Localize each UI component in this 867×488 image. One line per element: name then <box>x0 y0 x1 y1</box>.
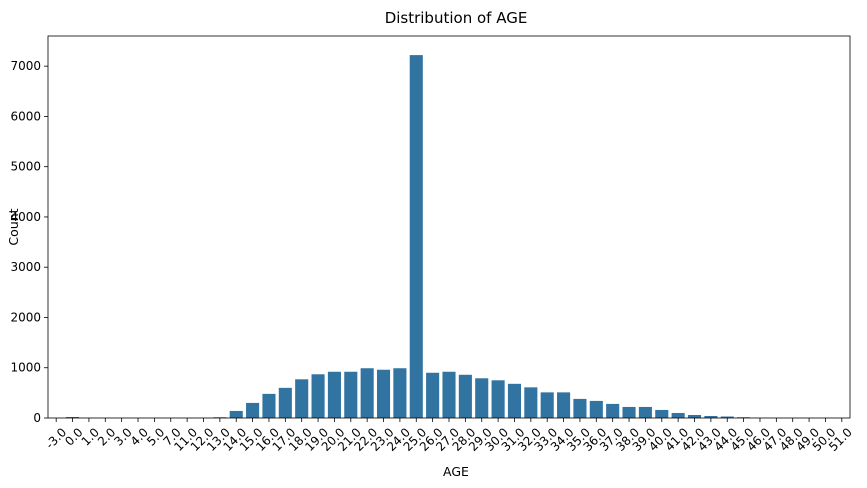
bar <box>229 410 243 418</box>
y-tick-label: 6000 <box>10 109 41 123</box>
bar <box>622 406 636 418</box>
bar <box>638 406 652 418</box>
bar <box>246 402 260 418</box>
bar <box>262 393 276 418</box>
y-tick-label: 7000 <box>10 59 41 73</box>
bar <box>376 369 391 418</box>
bar <box>524 387 538 418</box>
bar <box>655 409 669 418</box>
bar <box>606 403 620 418</box>
bar <box>295 379 309 418</box>
bar <box>573 398 587 418</box>
chart-title: Distribution of AGE <box>385 9 528 27</box>
bar <box>491 380 505 418</box>
y-tick-label: 5000 <box>10 160 41 174</box>
y-axis-label: Count <box>6 208 21 245</box>
bar <box>311 374 325 418</box>
bar <box>393 368 407 418</box>
x-axis-label: AGE <box>443 464 469 479</box>
bars <box>49 55 849 418</box>
bar <box>475 378 489 418</box>
bar <box>426 372 440 418</box>
y-axis-ticks: 0 1000 2000 3000 4000 5000 6000 7000 <box>10 59 48 425</box>
y-tick-label: 4000 <box>10 210 41 224</box>
plot-frame <box>47 35 851 419</box>
x-axis-ticks: -3.00.01.02.03.04.05.07.011.012.013.014.… <box>43 418 855 454</box>
bar <box>442 371 456 418</box>
bar <box>409 55 423 418</box>
bar <box>589 400 603 418</box>
bar <box>540 392 554 418</box>
y-tick-label: 3000 <box>10 260 41 274</box>
bar <box>671 412 685 418</box>
bar <box>278 387 292 418</box>
y-tick-label: 1000 <box>10 361 41 375</box>
bar <box>687 414 702 418</box>
bar <box>720 416 734 418</box>
bar <box>458 374 472 418</box>
bar <box>344 371 358 418</box>
y-tick-label: 2000 <box>10 310 41 324</box>
bar <box>557 392 571 418</box>
bar <box>66 416 80 418</box>
bar <box>507 383 522 418</box>
bar <box>704 415 718 418</box>
bar <box>360 368 374 418</box>
bar <box>327 371 341 418</box>
y-tick-label: 0 <box>33 411 41 425</box>
